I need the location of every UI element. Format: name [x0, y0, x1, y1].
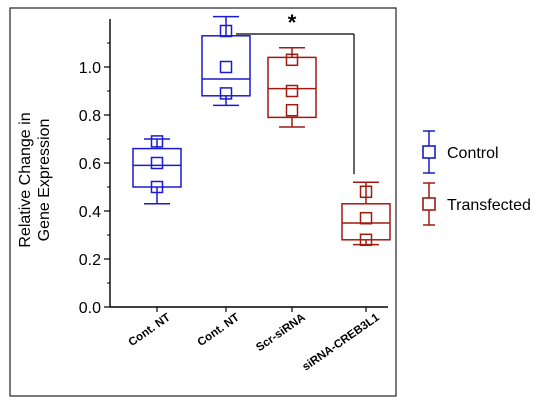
box-iqr: [267, 56, 317, 119]
data-point: [219, 60, 233, 74]
data-point: [359, 233, 373, 247]
y-tick-label: 0.2: [79, 252, 101, 269]
legend-label: Control: [447, 145, 499, 162]
data-point: [359, 185, 373, 199]
box-1: [132, 135, 182, 205]
legend-marker: [422, 145, 436, 159]
data-point: [150, 156, 164, 170]
box-3: [267, 47, 317, 128]
data-point: [219, 24, 233, 38]
x-tick-label: siRNA-CREB3L1: [300, 311, 382, 373]
data-point: [285, 53, 299, 67]
y-tick-label: 0.8: [79, 108, 101, 125]
legend: Control Transfected: [422, 130, 531, 226]
box-iqr: [201, 35, 251, 97]
y-axis-label-line2: Gene Expression: [36, 119, 53, 242]
legend-entry-control: Control: [422, 130, 499, 174]
y-tick-label: 0.0: [79, 300, 101, 317]
y-tick-label: 0.4: [79, 204, 101, 221]
data-point: [150, 135, 164, 148]
y-tick-label: 0.6: [79, 156, 101, 173]
y-axis-label-line1: Relative Change in: [17, 112, 34, 247]
data-point: [219, 87, 233, 100]
axes: 0.0 0.2 0.4 0.6 0.8 1.0: [79, 19, 388, 317]
data-point: [150, 180, 164, 194]
legend-label: Transfected: [447, 197, 531, 214]
x-tick-label: Scr-siRNA: [254, 312, 307, 354]
x-tick-label: Cont. NT: [127, 312, 173, 349]
data-point: [285, 84, 299, 98]
significance-star: *: [288, 10, 297, 35]
legend-entry-transfected: Transfected: [422, 182, 531, 226]
data-point: [285, 103, 299, 117]
y-tick-label: 1.0: [79, 60, 101, 77]
box-4: [341, 181, 391, 247]
boxes: [132, 15, 391, 247]
x-tick-label: Cont. NT: [196, 312, 242, 349]
chart-frame: [9, 7, 397, 397]
legend-marker: [422, 197, 436, 211]
box-2: [201, 15, 251, 107]
data-point: [359, 211, 373, 225]
significance-annotation: *: [236, 10, 355, 175]
